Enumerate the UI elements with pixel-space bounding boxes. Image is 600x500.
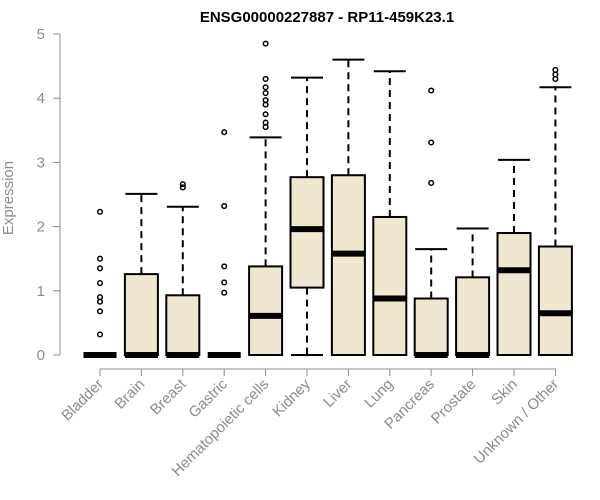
box-hematopoietic-cells	[248, 40, 284, 356]
box-skin	[496, 158, 532, 357]
chart-title: ENSG00000227887 - RP11-459K23.1	[200, 9, 454, 26]
outlier-point	[96, 255, 104, 262]
outlier-point	[428, 179, 435, 186]
outlier-point	[96, 208, 104, 215]
outlier-point	[262, 97, 269, 104]
outlier-point	[96, 308, 104, 315]
outlier-point	[428, 87, 435, 94]
category-label: Bladder	[58, 376, 107, 425]
box-gastric	[207, 129, 241, 358]
iqr-box	[537, 245, 573, 356]
box-kidney	[289, 76, 325, 356]
category-label: Brain	[111, 376, 148, 413]
outlier-point	[262, 84, 269, 91]
y-tick-label: 5	[37, 26, 45, 43]
box-unknown-other	[537, 66, 573, 356]
box-brain	[123, 192, 159, 358]
outlier-point	[179, 181, 186, 188]
box-lung	[372, 70, 408, 356]
y-tick-label: 0	[37, 347, 45, 364]
box-pancreas	[413, 87, 449, 358]
outlier-point	[221, 203, 228, 210]
outlier-point	[221, 289, 228, 296]
iqr-box	[330, 174, 366, 356]
outlier-point	[221, 279, 228, 286]
outlier-point	[262, 90, 269, 97]
iqr-box	[123, 273, 159, 356]
y-tick-label: 1	[37, 283, 45, 300]
box-prostate	[455, 227, 491, 358]
box-breast	[165, 181, 201, 358]
outlier-point	[262, 111, 269, 118]
outlier-point	[221, 263, 228, 270]
iqr-box	[372, 215, 408, 356]
outlier-point	[262, 75, 269, 82]
y-tick-label: 2	[37, 219, 45, 236]
category-label: Kidney	[269, 375, 314, 420]
outlier-point	[221, 129, 228, 136]
boxes	[83, 40, 573, 358]
outlier-point	[179, 184, 186, 191]
iqr-box	[455, 276, 491, 356]
category-label: Skin	[488, 376, 521, 409]
category-label: Lung	[361, 376, 397, 412]
box-bladder	[83, 208, 117, 358]
y-tick-label: 3	[37, 154, 45, 171]
iqr-box	[165, 294, 201, 357]
y-axis-label: Expression	[0, 161, 17, 235]
category-label: Prostate	[428, 376, 480, 428]
outlier-point	[262, 40, 269, 47]
outlier-point	[96, 280, 104, 287]
outlier-point	[428, 139, 435, 146]
y-tick-label: 4	[37, 90, 45, 107]
outlier-point	[96, 331, 104, 338]
iqr-box	[289, 176, 325, 289]
category-label: Liver	[320, 376, 355, 411]
box-liver	[330, 58, 366, 356]
outlier-point	[552, 66, 559, 74]
iqr-box	[496, 232, 532, 357]
outlier-point	[96, 265, 104, 272]
outlier-point	[262, 119, 269, 126]
outlier-point	[96, 294, 104, 301]
iqr-box	[413, 297, 449, 356]
iqr-box	[248, 265, 284, 356]
y-axis: 0 1 2 3 4 5	[37, 26, 61, 364]
category-label: Breast	[147, 375, 190, 418]
